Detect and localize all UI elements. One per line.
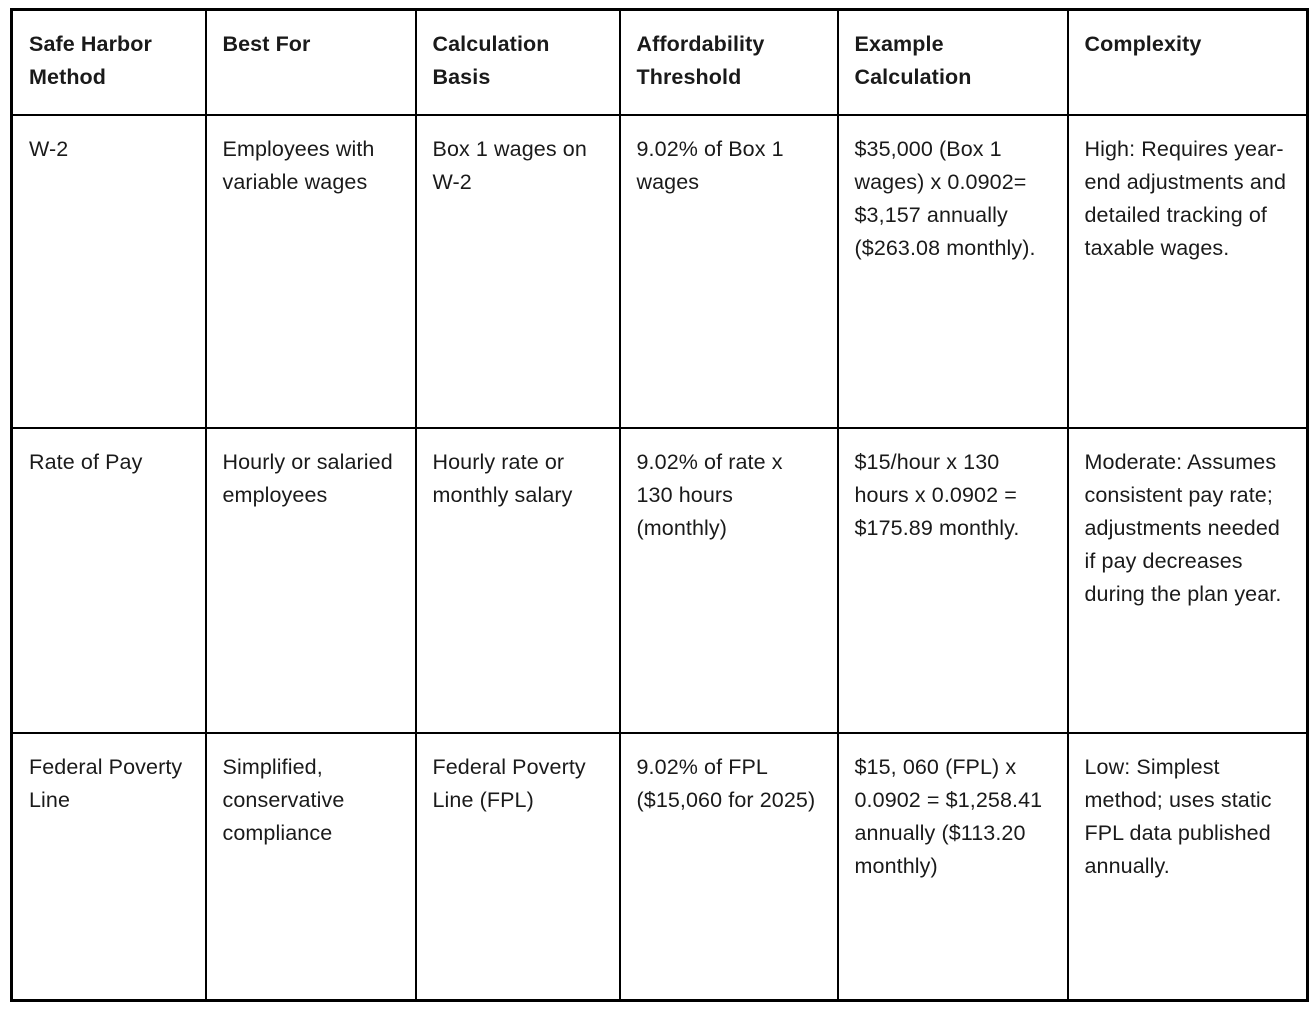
cell-affordability-threshold: 9.02% of rate x 130 hours (monthly) xyxy=(618,426,839,734)
cell-example-calculation: $35,000 (Box 1 wages) x 0.0902= $3,157 a… xyxy=(836,113,1069,429)
column-header-safe-harbor-method: Safe Harbor Method xyxy=(10,8,207,116)
safe-harbor-comparison-table: Safe Harbor Method Best For Calculation … xyxy=(10,8,1309,1002)
cell-method: W-2 xyxy=(10,113,207,429)
column-header-calculation-basis: Calculation Basis xyxy=(414,8,621,116)
table-row-w2: W-2 Employees with variable wages Box 1 … xyxy=(10,113,1309,429)
cell-affordability-threshold: 9.02% of Box 1 wages xyxy=(618,113,839,429)
cell-complexity: High: Requires year-end adjustments and … xyxy=(1066,113,1309,429)
cell-calculation-basis: Federal Poverty Line (FPL) xyxy=(414,731,621,1002)
cell-example-calculation: $15/hour x 130 hours x 0.0902 = $175.89 … xyxy=(836,426,1069,734)
cell-complexity: Low: Simplest method; uses static FPL da… xyxy=(1066,731,1309,1002)
column-header-example-calculation: Example Calculation xyxy=(836,8,1069,116)
cell-complexity: Moderate: Assumes consistent pay rate; a… xyxy=(1066,426,1309,734)
cell-best-for: Hourly or salaried employees xyxy=(204,426,417,734)
safe-harbor-comparison-container: Safe Harbor Method Best For Calculation … xyxy=(10,8,1309,1002)
cell-best-for: Simplified, conservative compliance xyxy=(204,731,417,1002)
column-header-complexity: Complexity xyxy=(1066,8,1309,116)
column-header-affordability-threshold: Affordability Threshold xyxy=(618,8,839,116)
cell-calculation-basis: Hourly rate or monthly salary xyxy=(414,426,621,734)
cell-best-for: Employees with variable wages xyxy=(204,113,417,429)
cell-calculation-basis: Box 1 wages on W-2 xyxy=(414,113,621,429)
table-row-federal-poverty-line: Federal Poverty Line Simplified, conserv… xyxy=(10,731,1309,1002)
table-row-rate-of-pay: Rate of Pay Hourly or salaried employees… xyxy=(10,426,1309,734)
header-row: Safe Harbor Method Best For Calculation … xyxy=(10,8,1309,116)
cell-affordability-threshold: 9.02% of FPL ($15,060 for 2025) xyxy=(618,731,839,1002)
cell-method: Federal Poverty Line xyxy=(10,731,207,1002)
cell-example-calculation: $15, 060 (FPL) x 0.0902 = $1,258.41 annu… xyxy=(836,731,1069,1002)
column-header-best-for: Best For xyxy=(204,8,417,116)
cell-method: Rate of Pay xyxy=(10,426,207,734)
